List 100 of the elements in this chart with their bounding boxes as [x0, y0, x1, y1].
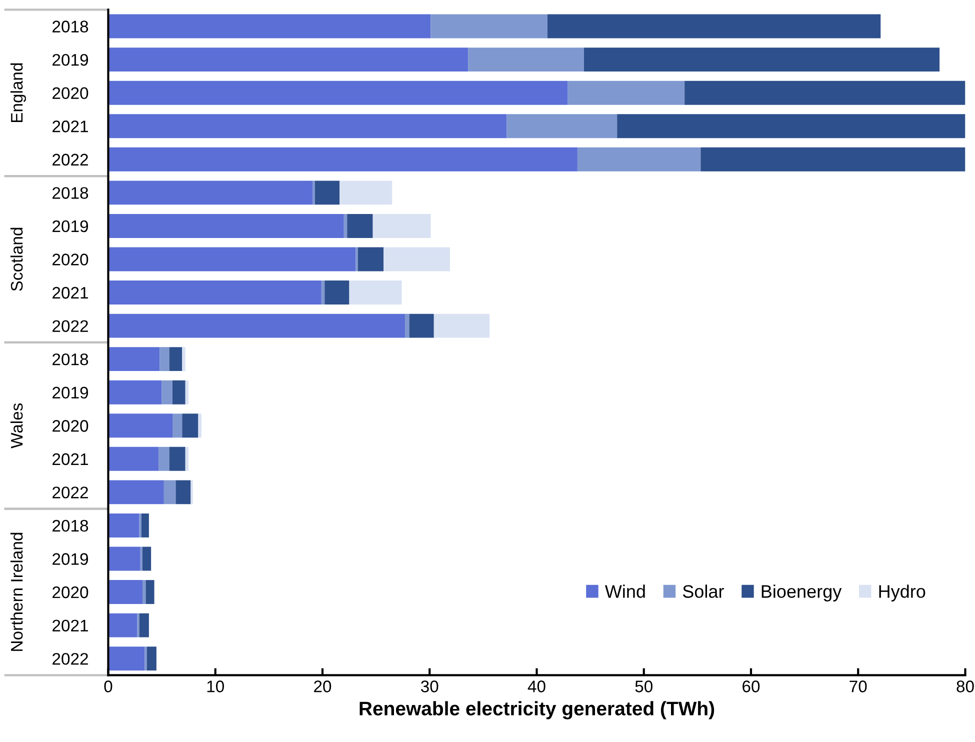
- bar: [372, 214, 431, 238]
- bar: [324, 280, 350, 304]
- bar: [162, 380, 172, 404]
- bar: [344, 214, 348, 238]
- y-tick-label: 2020: [52, 586, 88, 598]
- bar: [108, 214, 344, 238]
- x-tick-label: 10: [207, 680, 224, 692]
- bar: [182, 414, 198, 438]
- bar: [108, 546, 140, 571]
- bar: [577, 147, 701, 172]
- y-tick-label: 2022: [52, 652, 88, 665]
- legend-label: Hydro: [879, 584, 926, 602]
- y-tick-label: 2022: [52, 486, 88, 498]
- x-tick-label: 80: [956, 680, 974, 692]
- bar: [384, 247, 450, 272]
- y-tick-label: 2018: [52, 520, 88, 532]
- bar: [434, 314, 490, 338]
- bar: [347, 214, 373, 238]
- bar: [185, 380, 189, 404]
- y-tick-label: 2018: [52, 20, 88, 32]
- y-tick-label: 2019: [52, 553, 88, 565]
- bar: [409, 314, 434, 338]
- bar: [108, 280, 322, 304]
- bar: [141, 513, 149, 538]
- bar: [108, 147, 578, 172]
- bar: [108, 513, 140, 538]
- y-tick-label: 2021: [52, 120, 88, 132]
- bar: [700, 147, 966, 172]
- bar: [108, 180, 313, 205]
- bar: [108, 14, 431, 38]
- bar: [198, 414, 202, 438]
- bar: [584, 48, 940, 72]
- bar: [684, 80, 966, 105]
- bar: [185, 446, 189, 471]
- bar: [108, 613, 138, 638]
- y-tick-label: 2018: [52, 187, 88, 199]
- text: Northern Ireland: [10, 532, 23, 651]
- bar: [172, 414, 182, 438]
- bar: [108, 48, 468, 72]
- bar: [358, 247, 384, 272]
- bar: [108, 247, 356, 272]
- y-tick-label: 2020: [52, 420, 88, 432]
- bar: [314, 180, 340, 205]
- y-tick-label: 2021: [52, 286, 88, 299]
- y-tick-label: 2021: [52, 453, 88, 466]
- bar: [349, 280, 402, 304]
- bar: [142, 546, 152, 571]
- bar: [108, 380, 162, 404]
- legend-label: Solar: [682, 584, 724, 598]
- bar: [108, 446, 159, 471]
- bar: [146, 646, 156, 671]
- bar: [164, 480, 176, 504]
- x-tick-label: 30: [420, 680, 438, 692]
- y-tick-label: 2020: [52, 87, 88, 100]
- bar: [108, 314, 405, 338]
- bar: [146, 580, 154, 604]
- bar: [169, 347, 182, 372]
- bar: [468, 48, 584, 72]
- y-tick-label: 2022: [52, 320, 88, 332]
- text: Scotland: [10, 228, 23, 291]
- x-axis-title: Renewable electricity generated (TWh): [360, 701, 714, 720]
- bar: [172, 380, 186, 404]
- x-tick-label: 70: [850, 680, 867, 692]
- bar: [160, 347, 170, 372]
- bar: [176, 480, 191, 504]
- x-tick-label: 20: [314, 680, 332, 692]
- x-tick-label: 50: [635, 680, 652, 692]
- bar: [142, 580, 146, 604]
- bar: [108, 414, 172, 438]
- bar: [340, 180, 392, 205]
- bar: [139, 613, 149, 638]
- y-tick-label: 2019: [52, 220, 88, 232]
- bar: [506, 114, 618, 138]
- bar: [169, 446, 186, 471]
- x-tick-label: 0: [104, 680, 112, 692]
- y-tick-label: 2022: [52, 154, 88, 166]
- x-tick-label: 40: [528, 680, 546, 692]
- bar: [140, 546, 143, 571]
- bar: [108, 480, 164, 504]
- bar: [321, 280, 325, 304]
- legend-label: Wind: [604, 584, 645, 598]
- bar: [404, 314, 410, 338]
- bar: [568, 80, 685, 105]
- bar: [108, 80, 568, 105]
- legend-label: Bioenergy: [762, 584, 842, 602]
- y-tick-label: 2021: [52, 620, 88, 632]
- x-tick-label: 60: [742, 680, 760, 692]
- y-tick-label: 2019: [52, 54, 88, 66]
- bar: [617, 114, 966, 138]
- bar: [108, 646, 145, 671]
- bar: [547, 14, 881, 38]
- y-tick-label: 2018: [52, 353, 88, 366]
- bar: [430, 14, 548, 38]
- y-tick-label: 2019: [52, 386, 88, 399]
- text: Wales: [10, 403, 23, 448]
- y-tick-label: 2020: [52, 254, 88, 266]
- bar: [182, 347, 186, 372]
- bar: [108, 347, 160, 372]
- bar: [108, 114, 507, 138]
- text: England: [10, 63, 26, 122]
